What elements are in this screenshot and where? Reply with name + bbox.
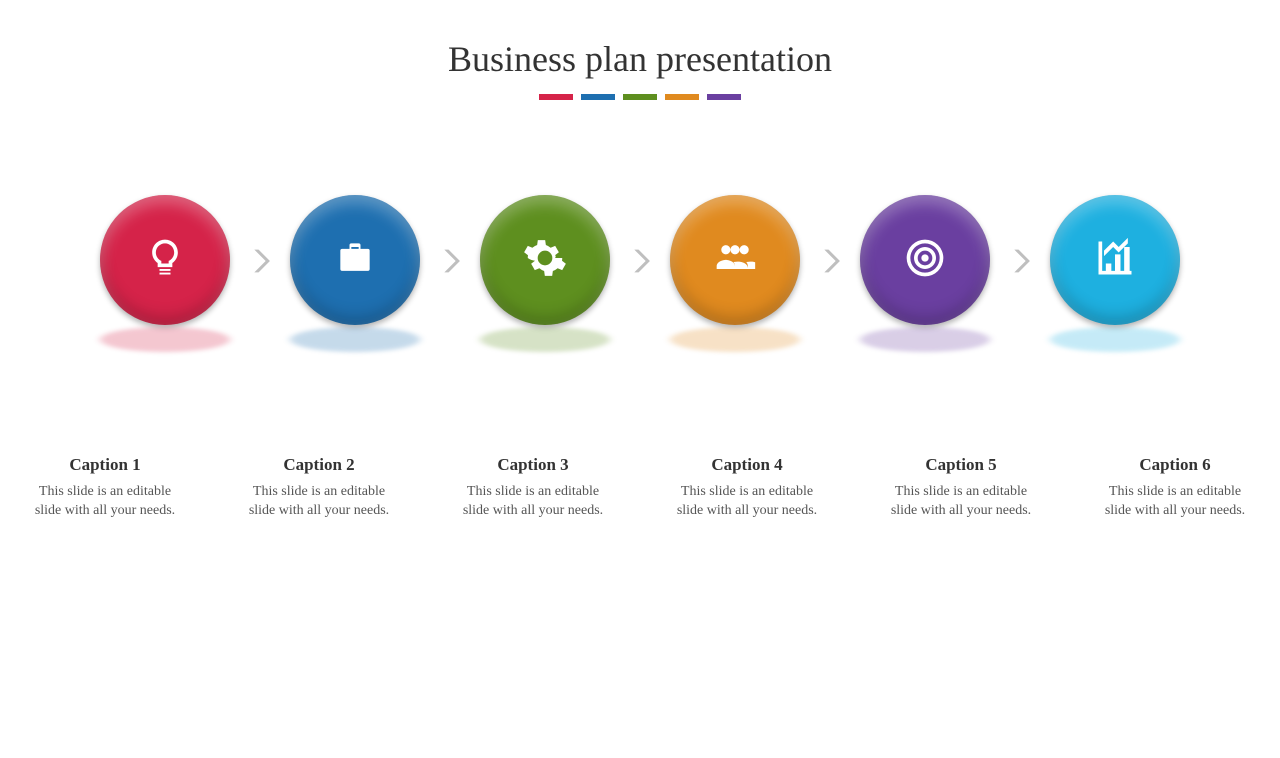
chevron-1 — [235, 239, 285, 283]
caption-block-4: Caption 4 This slide is an editable slid… — [673, 455, 821, 521]
step-5 — [855, 195, 995, 377]
gear-icon — [523, 236, 567, 285]
people-icon — [713, 236, 757, 285]
step-2 — [285, 195, 425, 377]
step-circle-6 — [1050, 195, 1180, 325]
page-title: Business plan presentation — [0, 38, 1280, 80]
caption-desc-1: This slide is an editable slide with all… — [31, 483, 179, 521]
reflection-4 — [670, 327, 800, 352]
step-circle-5 — [860, 195, 990, 325]
caption-title-6: Caption 6 — [1101, 455, 1249, 475]
briefcase-icon — [333, 236, 377, 285]
accent-swatch-3 — [623, 94, 657, 100]
chart-icon — [1093, 236, 1137, 285]
accent-bar — [0, 94, 1280, 100]
reflection-3 — [480, 327, 610, 352]
step-circle-2 — [290, 195, 420, 325]
reflection-1 — [100, 327, 230, 352]
accent-swatch-5 — [707, 94, 741, 100]
caption-desc-3: This slide is an editable slide with all… — [459, 483, 607, 521]
caption-block-3: Caption 3 This slide is an editable slid… — [459, 455, 607, 521]
accent-swatch-4 — [665, 94, 699, 100]
captions-row: Caption 1 This slide is an editable slid… — [0, 455, 1280, 521]
caption-desc-5: This slide is an editable slide with all… — [887, 483, 1035, 521]
lightbulb-icon — [143, 236, 187, 285]
caption-block-2: Caption 2 This slide is an editable slid… — [245, 455, 393, 521]
caption-title-3: Caption 3 — [459, 455, 607, 475]
caption-title-2: Caption 2 — [245, 455, 393, 475]
step-circle-3 — [480, 195, 610, 325]
reflection-2 — [290, 327, 420, 352]
step-circle-1 — [100, 195, 230, 325]
caption-block-1: Caption 1 This slide is an editable slid… — [31, 455, 179, 521]
caption-desc-4: This slide is an editable slide with all… — [673, 483, 821, 521]
steps-row — [0, 195, 1280, 377]
accent-swatch-2 — [581, 94, 615, 100]
caption-title-5: Caption 5 — [887, 455, 1035, 475]
chevron-4 — [805, 239, 855, 283]
caption-title-4: Caption 4 — [673, 455, 821, 475]
chevron-3 — [615, 239, 665, 283]
caption-block-6: Caption 6 This slide is an editable slid… — [1101, 455, 1249, 521]
caption-desc-2: This slide is an editable slide with all… — [245, 483, 393, 521]
caption-title-1: Caption 1 — [31, 455, 179, 475]
chevron-5 — [995, 239, 1045, 283]
step-circle-4 — [670, 195, 800, 325]
reflection-6 — [1050, 327, 1180, 352]
accent-swatch-1 — [539, 94, 573, 100]
step-4 — [665, 195, 805, 377]
step-6 — [1045, 195, 1185, 377]
reflection-5 — [860, 327, 990, 352]
chevron-2 — [425, 239, 475, 283]
target-icon — [903, 236, 947, 285]
caption-desc-6: This slide is an editable slide with all… — [1101, 483, 1249, 521]
caption-block-5: Caption 5 This slide is an editable slid… — [887, 455, 1035, 521]
step-1 — [95, 195, 235, 377]
step-3 — [475, 195, 615, 377]
